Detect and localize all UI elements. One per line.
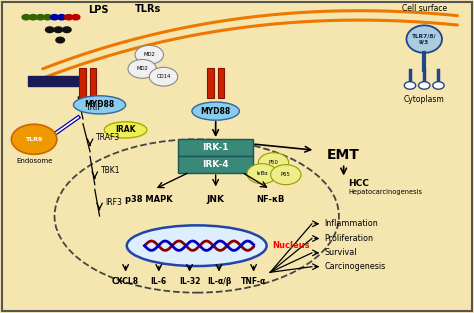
Text: MD2: MD2: [136, 66, 148, 71]
Circle shape: [36, 15, 45, 20]
Text: P65: P65: [281, 172, 291, 177]
Circle shape: [29, 15, 37, 20]
Ellipse shape: [192, 102, 239, 120]
Circle shape: [72, 15, 80, 20]
Text: IL-32: IL-32: [179, 277, 201, 286]
Text: TLR7/8/
9/3: TLR7/8/ 9/3: [412, 34, 437, 44]
FancyBboxPatch shape: [90, 68, 96, 98]
Circle shape: [419, 82, 430, 89]
Text: P50: P50: [269, 160, 278, 165]
Text: Survival: Survival: [325, 249, 357, 257]
Circle shape: [247, 164, 277, 184]
Circle shape: [46, 27, 54, 33]
FancyBboxPatch shape: [178, 139, 253, 156]
Text: Carcinogenesis: Carcinogenesis: [325, 262, 386, 271]
Text: Hepatocarcinogenesis: Hepatocarcinogenesis: [348, 189, 422, 196]
Text: Cytoplasm: Cytoplasm: [404, 95, 445, 105]
Text: MYD88: MYD88: [84, 100, 115, 109]
Circle shape: [64, 15, 73, 20]
Text: HCC: HCC: [348, 179, 369, 187]
Text: IRK-1: IRK-1: [202, 143, 229, 152]
Text: MD2: MD2: [143, 52, 155, 57]
Circle shape: [44, 15, 52, 20]
Ellipse shape: [73, 96, 126, 114]
Circle shape: [22, 15, 30, 20]
Ellipse shape: [407, 25, 442, 53]
Circle shape: [135, 45, 164, 64]
Circle shape: [51, 15, 59, 20]
Text: TRIF: TRIF: [86, 104, 103, 112]
Circle shape: [271, 165, 301, 185]
Circle shape: [56, 37, 64, 43]
Text: IRK-4: IRK-4: [202, 160, 229, 169]
Text: MYD88: MYD88: [201, 107, 231, 115]
Text: TRAF3: TRAF3: [96, 133, 120, 142]
Text: CD14: CD14: [156, 74, 171, 79]
Text: IκBα: IκBα: [256, 171, 268, 176]
Text: p38 MAPK: p38 MAPK: [126, 195, 173, 204]
Circle shape: [58, 15, 65, 20]
Text: TLR9: TLR9: [26, 137, 43, 142]
Text: IRF3: IRF3: [105, 198, 122, 207]
FancyBboxPatch shape: [218, 68, 224, 98]
Text: EMT: EMT: [327, 148, 360, 162]
Circle shape: [404, 82, 416, 89]
Text: Proliferation: Proliferation: [325, 234, 374, 243]
Circle shape: [11, 124, 57, 154]
Text: CXCL8: CXCL8: [112, 277, 139, 286]
Ellipse shape: [127, 225, 266, 266]
Text: IL-α/β: IL-α/β: [207, 277, 231, 286]
Text: NF-κB: NF-κB: [256, 195, 284, 204]
Text: IL-6: IL-6: [151, 277, 167, 286]
Circle shape: [433, 82, 444, 89]
Text: Nucleus: Nucleus: [273, 241, 310, 250]
Text: Endosome: Endosome: [16, 158, 52, 164]
Circle shape: [63, 27, 71, 33]
FancyBboxPatch shape: [79, 68, 86, 98]
Ellipse shape: [104, 122, 147, 138]
Circle shape: [54, 27, 63, 33]
Circle shape: [149, 67, 178, 86]
Text: TBK1: TBK1: [100, 166, 120, 175]
Text: JNK: JNK: [207, 195, 225, 204]
Text: IRAK: IRAK: [115, 126, 136, 134]
Text: TLRs: TLRs: [135, 4, 161, 14]
Text: Cell surface: Cell surface: [401, 4, 447, 13]
Text: TNF-α: TNF-α: [241, 277, 266, 286]
Circle shape: [258, 153, 289, 173]
FancyBboxPatch shape: [178, 156, 253, 173]
Text: LPS: LPS: [88, 5, 108, 15]
FancyBboxPatch shape: [207, 68, 214, 98]
Circle shape: [128, 59, 156, 78]
Text: Inflammation: Inflammation: [325, 219, 378, 228]
